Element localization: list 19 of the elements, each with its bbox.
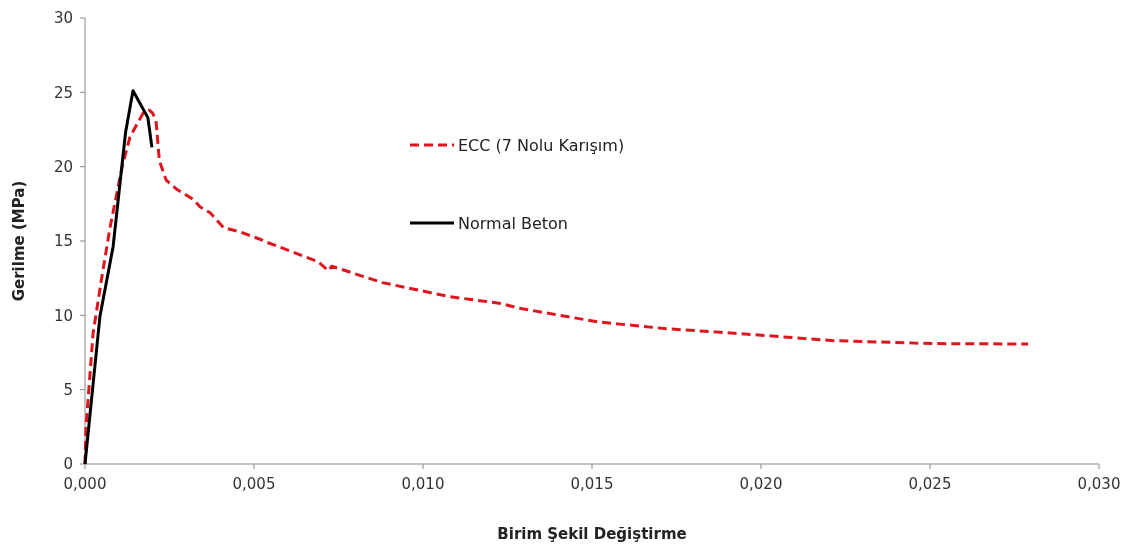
y-tick-label: 10 (53, 306, 73, 325)
legend-label: ECC (7 Nolu Karışım) (458, 135, 625, 155)
x-tick-label: 0,015 (570, 475, 614, 493)
line-series (83, 89, 154, 466)
y-tick-label: 25 (53, 83, 73, 102)
x-tick-label: 0,025 (908, 475, 952, 493)
y-tick-label: 30 (53, 9, 73, 28)
y-tick-label: 15 (53, 232, 73, 251)
y-tick-label: 20 (53, 157, 73, 176)
y-axis-title: Gerilme (MPa) (10, 180, 28, 302)
legend-label: Normal Beton (458, 213, 568, 233)
y-tick-label: 0 (63, 455, 73, 474)
y-tick-label: 5 (63, 380, 73, 399)
x-tick-label: 0,005 (232, 475, 276, 493)
x-tick-label: 0,020 (739, 475, 783, 493)
x-tick-label: 0,010 (401, 475, 445, 493)
x-axis-title: Birim Şekil Değiştirme (497, 525, 687, 543)
x-tick-label: 0,000 (63, 475, 107, 493)
x-tick-label: 0,030 (1077, 475, 1121, 493)
